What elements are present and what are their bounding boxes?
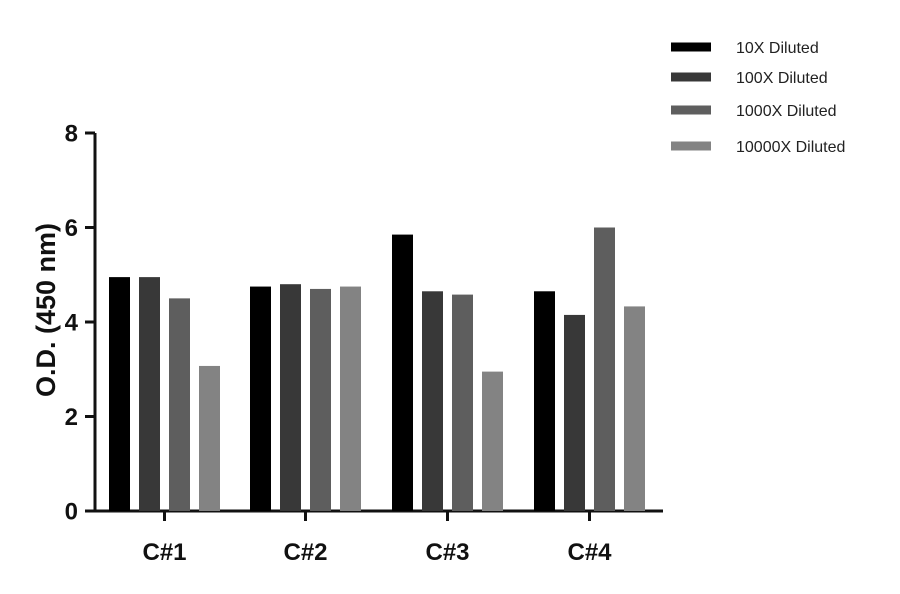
legend: 10X Diluted 100X Diluted 1000X Diluted 1000… — [671, 40, 845, 156]
legend-label: 10X Diluted — [736, 40, 819, 57]
x-axis-ticks: C#1 C#2 C#3 C#4 — [142, 511, 612, 566]
bar — [169, 298, 190, 511]
x-category-label: C#4 — [567, 539, 612, 566]
y-tick-label: 2 — [65, 404, 78, 431]
legend-swatch — [671, 42, 711, 52]
bar-group-c3 — [392, 234, 503, 511]
legend-label: 1000X Diluted — [736, 103, 837, 120]
x-category-label: C#1 — [142, 539, 186, 566]
bar — [624, 306, 645, 511]
bar — [482, 371, 503, 511]
bar — [392, 234, 413, 511]
bar — [452, 294, 473, 511]
legend-label: 100X Diluted — [736, 70, 828, 87]
legend-swatch — [671, 105, 711, 115]
bar — [340, 286, 361, 511]
chart-axes: 0 2 4 6 8 C#1 C#2 C#3 C#4 — [65, 121, 663, 566]
bar — [310, 288, 331, 511]
legend-swatch — [671, 141, 711, 151]
y-tick-label: 8 — [65, 121, 78, 148]
bar — [250, 286, 271, 511]
bar-series-group — [109, 227, 645, 511]
bar — [139, 277, 160, 511]
bar — [594, 227, 615, 511]
bar-group-c4 — [534, 227, 645, 511]
x-category-label: C#3 — [425, 539, 469, 566]
y-tick-label: 6 — [65, 215, 78, 242]
bar — [109, 277, 130, 511]
bar-group-c1 — [109, 277, 220, 511]
y-tick-label: 4 — [65, 310, 79, 337]
y-tick-label: 0 — [65, 499, 78, 526]
y-axis-title: O.D. (450 nm) — [31, 223, 61, 397]
bar — [564, 314, 585, 511]
bar — [280, 284, 301, 511]
bar — [199, 365, 220, 511]
y-axis-ticks: 0 2 4 6 8 — [65, 121, 95, 526]
x-category-label: C#2 — [283, 539, 327, 566]
bar — [534, 291, 555, 511]
bar — [422, 291, 443, 511]
legend-label: 10000X Diluted — [736, 139, 845, 156]
legend-swatch — [671, 72, 711, 82]
bar-group-c2 — [250, 284, 361, 511]
